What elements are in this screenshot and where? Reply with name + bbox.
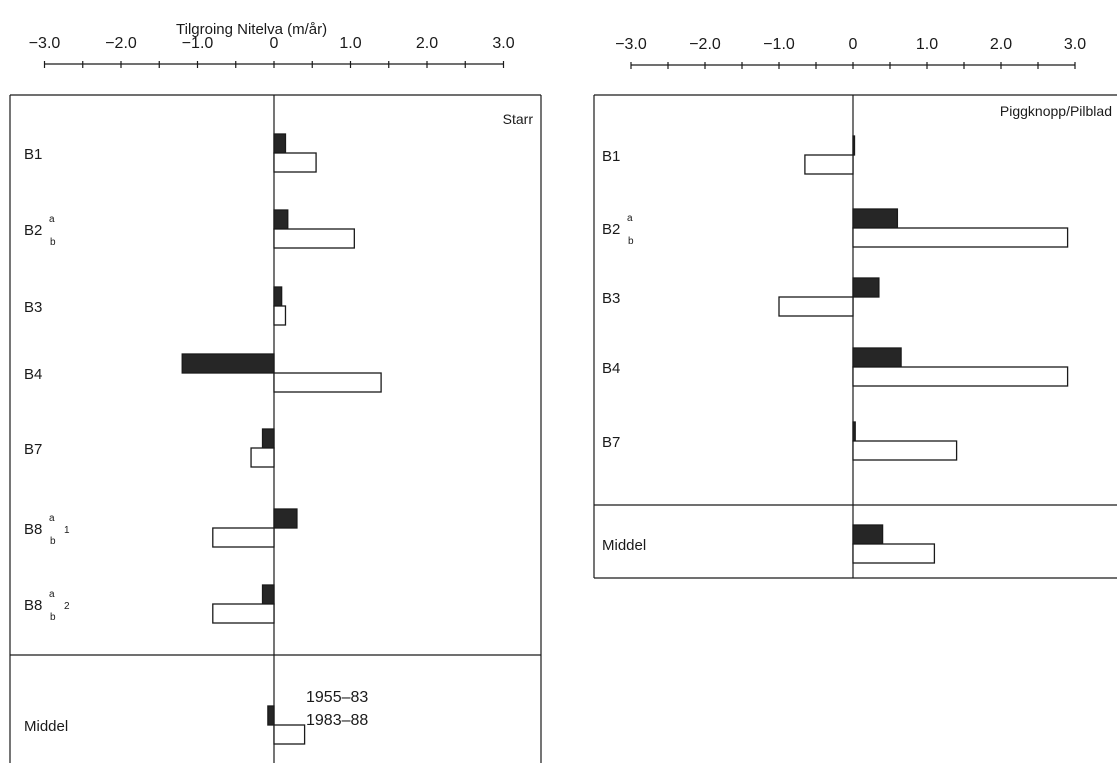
panel-1-row-sub-label: b [50,237,56,248]
panel-2-panel-title: Piggknopp/Pilblad [1000,103,1112,119]
panel-2-bar-b4-1983-88 [852,366,1069,387]
panel-2-row-label-b1: B1 [602,148,620,165]
panel-2-x-tick-label: −3.0 [615,36,647,53]
panel-2-x-tick-label: 2.0 [990,36,1012,53]
panel-1-row-label-b4: B4 [24,366,42,383]
panel-1-row-label-b1: B1 [24,146,42,163]
panel-1-bar-b8-1955-83 [261,584,275,605]
chart-starr: −3.0 −2.0 −1.0 0 1.0 2.0 3.0 Starr B1 B2 a b B3 B4 B7 B… [9,35,542,763]
panel-1-row-sup-label: a [49,513,55,524]
panel-2-bar-b1-1955-83 [852,135,856,156]
panel-1-x-tick-label: 2.0 [416,35,438,52]
panel-1-bar-b3-1955-83 [273,286,283,307]
panel-1-bar-b8-1983-88 [212,603,275,624]
panel-2-row-sub-label: b [628,236,634,247]
panel-1-bar-b2-1955-83 [273,209,289,230]
panel-2-row-label-b2: B2 [602,221,620,238]
panel-1-bar-b7-1983-88 [250,447,275,468]
panel-1-bar-middel-1955-83 [267,705,275,726]
panel-1-row-sub-label: b [50,536,56,547]
panel-1-row-index-label: 1 [64,525,70,536]
panel-1-x-tick-label: −2.0 [105,35,137,52]
panel-1-bar-middel-1983-88 [273,724,306,745]
panel-1-bar-b2-1983-88 [273,228,355,249]
panel-1-panel-title: Starr [503,111,534,127]
panel-2-row-label-b7: B7 [602,434,620,451]
panel-2-row-label-b3: B3 [602,290,620,307]
panel-1-row-label-b2: B2 [24,222,42,239]
legend: 1955–83 1983–88 [306,689,368,729]
panel-2-row-label-middel: Middel [602,537,646,554]
panel-2-x-tick-label: 1.0 [916,36,938,53]
panel-1-bar-b8-1955-83 [273,508,298,529]
panel-2-bar-b2-1955-83 [852,208,899,229]
panel-2-x-tick-label: 0 [849,36,858,53]
panel-2-bar-b7-1955-83 [852,421,856,442]
panel-2-x-tick-label: −2.0 [689,36,721,53]
panel-2-bar-b7-1983-88 [852,440,958,461]
panel-2-bar-b3-1983-88 [778,296,854,317]
panel-1-x-tick-label: 1.0 [339,35,361,52]
panel-2-x-tick-label: 3.0 [1064,36,1086,53]
panel-1-row-label-b8: B8 [24,597,42,614]
panel-2-bar-b2-1983-88 [852,227,1069,248]
panel-1-row-label-b8: B8 [24,521,42,538]
panel-1-bar-b8-1983-88 [212,527,275,548]
panel-1-row-label-b7: B7 [24,441,42,458]
figure-title: Tilgroing Nitelva (m/år) [176,21,327,38]
chart-piggknopp-pilblad: −3.0 −2.0 −1.0 0 1.0 2.0 3.0 Piggknopp/Pilblad B… [593,36,1117,579]
panel-1-bar-b4-1983-88 [273,372,382,393]
panel-1-x-tick-label: 3.0 [492,35,514,52]
legend-label-1983-88: 1983–88 [306,712,368,729]
panel-1-x-tick-label: −1.0 [182,35,214,52]
panel-1-row-label-b3: B3 [24,299,42,316]
panel-1-bar-b3-1983-88 [273,305,287,326]
panel-2-bar-middel-1983-88 [852,543,936,564]
panel-2-bar-b3-1955-83 [852,277,880,298]
panel-1-x-tick-label: 0 [270,35,279,52]
panel-1-row-sub-label: b [50,612,56,623]
panel-1-row-sup-label: a [49,589,55,600]
legend-label-1955-83: 1955–83 [306,689,368,706]
panel-2-bar-b4-1955-83 [852,347,902,368]
panel-1-x-tick-label: −3.0 [29,35,61,52]
panel-1-bar-b1-1983-88 [273,152,317,173]
panel-2-bar-b1-1983-88 [804,154,854,175]
panel-2-row-sup-label: a [627,213,633,224]
panel-1-row-sup-label: a [49,214,55,225]
panel-2-row-label-b4: B4 [602,360,620,377]
panel-1-row-index-label: 2 [64,601,70,612]
panel-2-bar-middel-1955-83 [852,524,884,545]
panel-1-bar-b4-1955-83 [181,353,275,374]
panel-1-bar-b7-1955-83 [261,428,275,449]
panel-1-row-label-middel: Middel [24,718,68,735]
panel-2-x-tick-label: −1.0 [763,36,795,53]
panel-1-bar-b1-1955-83 [273,133,287,154]
